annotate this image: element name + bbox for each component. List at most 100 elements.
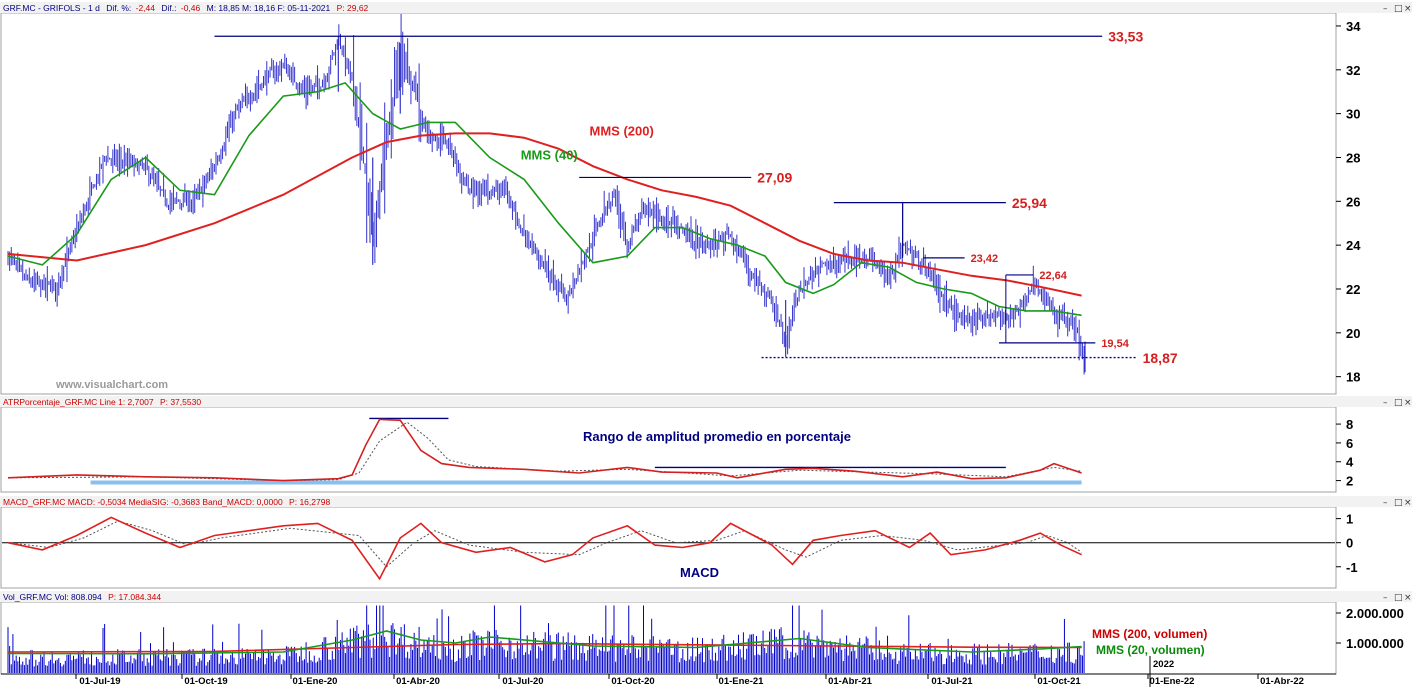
y-tick-label: 6: [1346, 436, 1353, 451]
price-header-strip: [0, 2, 1412, 13]
watermark: www.visualchart.com: [55, 379, 168, 391]
mms40-line: [7, 81, 1082, 317]
panel-window-buttons: – □ × – □ × – □ × – □ ×: [1383, 4, 1412, 603]
x-tick-label: 01-Abr-22: [1260, 676, 1304, 687]
mms200-line: [7, 132, 1082, 297]
maximize-icon[interactable]: □: [1394, 593, 1403, 603]
y-tick-label: 26: [1346, 194, 1360, 209]
macd-plot: [2, 516, 1335, 581]
moving-averages: [7, 81, 1082, 317]
x-tick-label: 01-Jul-20: [502, 676, 543, 687]
price-bars: [7, 14, 1086, 375]
macd-panel-frame: [0, 506, 1337, 589]
maximize-icon[interactable]: □: [1394, 398, 1403, 408]
level-label: 22,64: [1039, 270, 1067, 282]
macd-window-buttons: – □ ×: [1383, 498, 1412, 508]
close-icon[interactable]: ×: [1404, 398, 1412, 408]
minimize-icon[interactable]: –: [1383, 498, 1388, 508]
y-tick-label: 2.000.000: [1346, 606, 1404, 621]
price-header-m: M: 18,85 M: 18,16 F: 05-11-2021: [207, 3, 331, 13]
y-tick-label: 24: [1346, 238, 1361, 253]
macd-header: MACD_GRF.MC MACD: -0,5034 MediaSIG: -0,3…: [3, 497, 330, 507]
y-tick-label: 20: [1346, 326, 1360, 341]
vol-mms20-line: [7, 630, 1082, 655]
vol-header-strip: [0, 591, 1412, 602]
mms40-label: MMS (40): [521, 148, 578, 163]
close-icon[interactable]: ×: [1404, 4, 1412, 14]
year-marker-label: 2022: [1153, 659, 1174, 670]
level-label: 19,54: [1101, 338, 1129, 350]
vol-y-axis: 2.000.000 1.000.000: [1336, 606, 1404, 651]
level-label: 23,42: [971, 253, 999, 265]
price-window-buttons: – □ ×: [1383, 4, 1412, 14]
close-icon[interactable]: ×: [1404, 498, 1412, 508]
atr-header-name: ATRPorcentaje_GRF.MC Line 1: 2,7007: [3, 397, 154, 407]
price-header-dif-label: Dif.:: [161, 3, 176, 13]
panel-headers: GRF.MC - GRIFOLS - 1 d Dif. %: -2,44 Dif…: [0, 2, 1412, 602]
y-tick-label: 2: [1346, 474, 1353, 489]
y-tick-label: 32: [1346, 63, 1360, 78]
x-axis: 01-Jul-19 01-Oct-19 01-Ene-20 01-Abr-20 01-J…: [1, 656, 1336, 687]
vol-header-name: Vol_GRF.MC Vol: 808.094: [3, 592, 102, 602]
price-header-difpct-label: Dif. %:: [106, 3, 131, 13]
price-header-ticker: GRF.MC - GRIFOLS - 1 d: [3, 3, 100, 13]
minimize-icon[interactable]: –: [1383, 593, 1388, 603]
x-tick-label: 01-Jul-19: [79, 676, 120, 687]
y-tick-label: 34: [1346, 19, 1361, 34]
panel-frames: [0, 12, 1337, 675]
atr-plot: [7, 417, 1082, 485]
x-tick-label: 01-Abr-21: [828, 676, 873, 687]
atr-window-buttons: – □ ×: [1383, 398, 1412, 408]
price-header-dif-value: -0,46: [181, 3, 201, 13]
macd-y-axis: 1 0 -1: [1336, 512, 1358, 575]
vol-window-buttons: – □ ×: [1383, 593, 1412, 603]
vol-header-p: P: 17.084.344: [108, 592, 161, 602]
macd-header-p: P: 16,2798: [289, 497, 330, 507]
y-tick-label: 0: [1346, 536, 1353, 551]
y-tick-label: 1.000.000: [1346, 636, 1404, 651]
atr-signal-line: [7, 421, 1082, 482]
price-annotations: 33,53 MMS (200) MMS (40) 27,09 25,94 23,42 22,…: [214, 29, 1178, 366]
close-icon[interactable]: ×: [1404, 593, 1412, 603]
macd-caption: MACD: [680, 565, 719, 580]
vol-mms20-label: MMS (20, volumen): [1096, 643, 1205, 657]
y-tick-label: 4: [1346, 455, 1354, 470]
level-label: 33,53: [1108, 29, 1143, 45]
y-tick-label: 8: [1346, 417, 1353, 432]
price-header: GRF.MC - GRIFOLS - 1 d Dif. %: -2,44 Dif…: [3, 3, 369, 13]
y-tick-label: 28: [1346, 150, 1360, 165]
maximize-icon[interactable]: □: [1394, 4, 1403, 14]
mms200-label: MMS (200): [590, 124, 654, 139]
y-tick-label: 22: [1346, 282, 1360, 297]
level-label: 25,94: [1012, 195, 1047, 211]
maximize-icon[interactable]: □: [1394, 498, 1403, 508]
y-tick-label: -1: [1346, 560, 1358, 575]
atr-line: [7, 418, 1082, 482]
macd-signal-line: [7, 520, 1082, 568]
x-tick-label: 01-Ene-21: [719, 676, 765, 687]
y-tick-label: 1: [1346, 512, 1353, 527]
minimize-icon[interactable]: –: [1383, 398, 1388, 408]
y-tick-label: 18: [1346, 370, 1360, 385]
x-tick-label: 01-Oct-20: [611, 676, 654, 687]
x-tick-label: 01-Abr-20: [396, 676, 440, 687]
x-tick-label: 01-Ene-20: [293, 676, 338, 687]
atr-panel-frame: [0, 406, 1337, 493]
macd-header-strip: [0, 496, 1412, 507]
price-header-p: P: 29,62: [337, 3, 369, 13]
x-tick-label: 01-Oct-19: [184, 676, 227, 687]
minimize-icon[interactable]: –: [1383, 4, 1388, 14]
atr-header: ATRPorcentaje_GRF.MC Line 1: 2,7007 P: 3…: [3, 397, 201, 407]
price-header-difpct-value: -2,44: [136, 3, 156, 13]
macd-line: [7, 516, 1082, 581]
price-y-axis: 18 20 22 24 26 28 30 32 34: [1336, 19, 1361, 385]
atr-header-p: P: 37,5530: [160, 397, 201, 407]
price-panel-frame: [0, 12, 1337, 395]
vol-header: Vol_GRF.MC Vol: 808.094 P: 17.084.344: [3, 592, 161, 602]
atr-y-axis: 2 4 6 8: [1336, 417, 1354, 489]
y-tick-label: 30: [1346, 107, 1360, 122]
level-label: 18,87: [1143, 350, 1178, 366]
x-tick-label: 01-Ene-22: [1150, 676, 1195, 687]
atr-header-strip: [0, 396, 1412, 407]
